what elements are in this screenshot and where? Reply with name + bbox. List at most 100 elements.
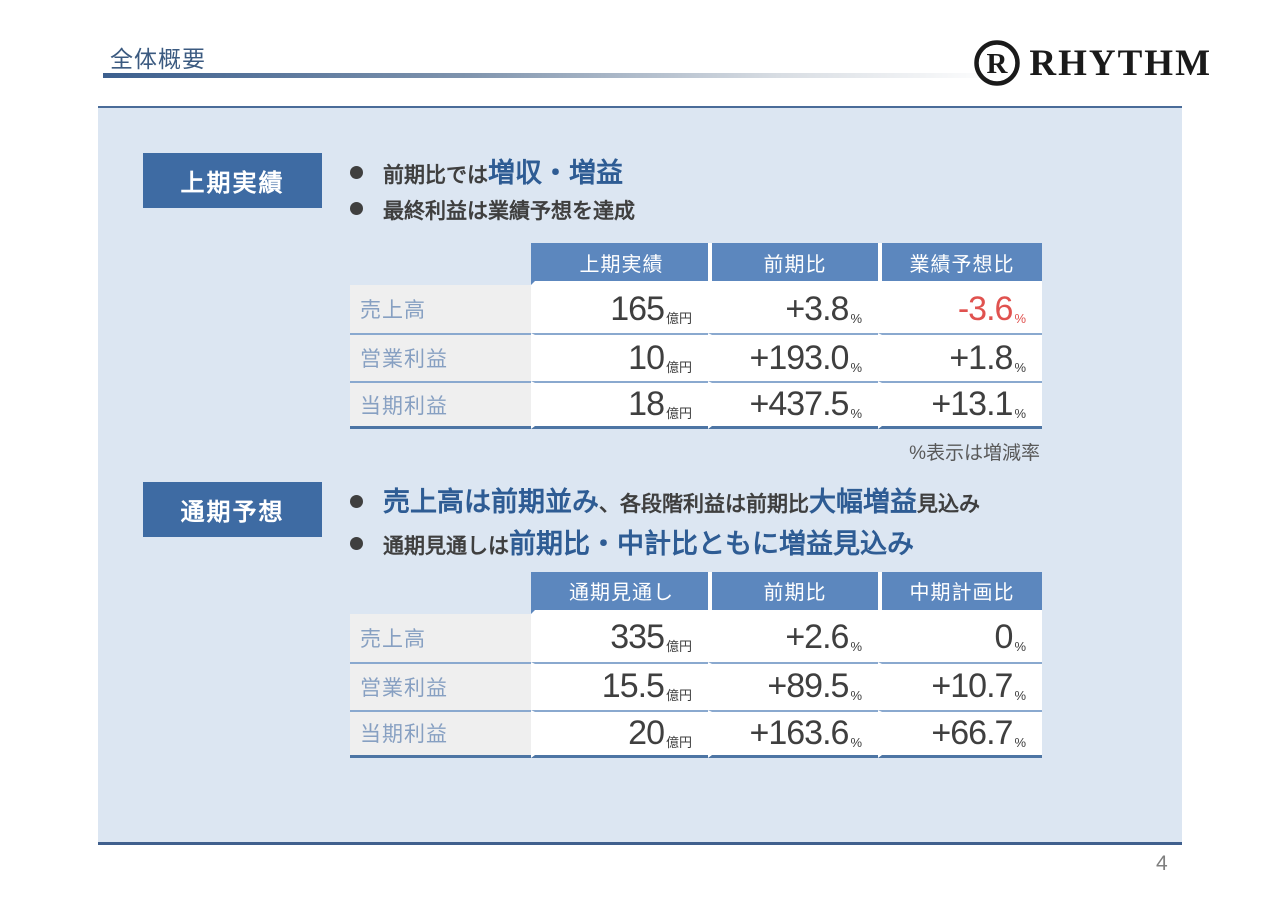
cell-unit: % (850, 639, 862, 654)
bullet-icon (350, 495, 363, 508)
bullet-item: 最終利益は業績予想を達成 (350, 199, 1042, 225)
bullet-text: 大幅増益 (809, 487, 917, 517)
cell-value: +66.7 (931, 713, 1013, 752)
cell-unit: 億円 (665, 406, 692, 421)
value-cell: +193.0% (708, 333, 878, 381)
cell-unit: 億円 (665, 639, 692, 654)
row-label-cell: 売上高 (350, 613, 531, 662)
bullet-item: 通期見通しは前期比・中計比ともに増益見込み (350, 528, 1042, 562)
table-header-row: 通期見通し 前期比 中期計画比 (350, 571, 1042, 614)
cell-unit: % (1014, 359, 1026, 375)
table-note: %表示は増減率 (909, 443, 1040, 464)
sections-container: 上期実績 前期比では増収・増益 最終利益は業績予想を達成 上期実績 前期比 業績予想比… (98, 151, 1182, 758)
value-cell: +163.6% (708, 709, 878, 758)
value-cell: 10 億円 (531, 333, 708, 381)
cell-value: +13.1 (931, 385, 1013, 423)
value-cell: 335 億円 (531, 613, 708, 662)
table-row: 売上高 165 億円 +3.8% -3.6% (350, 285, 1042, 333)
value-cell: +10.7% (878, 661, 1042, 710)
table-row: 当期利益 18 億円 +437.5% +13.1% (350, 381, 1042, 429)
cell-value: 18 (628, 385, 665, 423)
value-cell: -3.6% (878, 285, 1042, 333)
bullet-text: 前期比・中計比ともに増益見込み (509, 528, 914, 559)
row-label-cell: 当期利益 (350, 709, 531, 758)
cell-unit: 億円 (665, 734, 692, 750)
value-cell: 15.5 億円 (531, 661, 708, 710)
bullet-item: 前期比では増収・増益 (350, 157, 1042, 191)
bullet-text: 最終利益は業績予想を達成 (383, 199, 635, 223)
cell-value: 15.5 (601, 667, 665, 705)
rhythm-logo-icon: R (974, 40, 1021, 86)
cell-value: +10.7 (931, 667, 1013, 705)
cell-value: 335 (610, 618, 665, 656)
value-cell: 18 億円 (531, 381, 708, 429)
report-section: 通期予想 売上高は前期並み、各段階利益は前期比大幅増益見込み 通期見通しは前期比・… (98, 480, 1182, 758)
bullet-item: 売上高は前期並み、各段階利益は前期比大幅増益見込み (350, 486, 1042, 520)
value-cell: +66.7% (878, 709, 1042, 758)
table-corner-cell (350, 243, 531, 285)
page-number: 4 (1156, 852, 1168, 875)
value-cell: +13.1% (878, 381, 1042, 429)
cell-unit: % (1014, 639, 1026, 654)
bullet-icon (350, 536, 363, 550)
cell-value: 165 (610, 289, 665, 328)
cell-unit: % (850, 734, 862, 750)
table-header-cell: 前期比 (708, 243, 878, 285)
cell-unit: % (1014, 688, 1026, 703)
cell-value: 20 (628, 713, 665, 752)
section-badge: 通期予想 (143, 482, 322, 537)
table-row: 売上高 335 億円 +2.6% 0% (350, 613, 1042, 662)
table-row: 営業利益 15.5 億円 +89.5% +10.7% (350, 661, 1042, 710)
cell-unit: % (1014, 406, 1026, 421)
cell-unit: % (1014, 734, 1026, 750)
bullet-icon (350, 201, 363, 215)
value-cell: +89.5% (708, 661, 878, 710)
value-cell: 20 億円 (531, 709, 708, 758)
table-row: 当期利益 20 億円 +163.6% +66.7% (350, 709, 1042, 758)
bullet-list: 前期比では増収・増益最終利益は業績予想を達成 (350, 151, 1042, 225)
logo-text: RHYTHM (1029, 42, 1212, 84)
bullet-text: 通期見通しは (383, 534, 509, 558)
row-label-cell: 売上高 (350, 285, 531, 333)
cell-value: +437.5 (749, 385, 849, 423)
cell-unit: 億円 (665, 359, 692, 375)
bullet-text: 、各段階利益は前期比 (599, 493, 809, 516)
table-corner-cell (350, 572, 531, 614)
cell-value: 10 (628, 338, 665, 377)
cell-value: +89.5 (767, 667, 849, 705)
cell-unit: % (1014, 310, 1026, 326)
bullet-text: 前期比では (383, 164, 488, 187)
table-row: 営業利益 10 億円 +193.0% +1.8% (350, 333, 1042, 381)
bullet-text: 見込み (917, 493, 980, 516)
cell-value: 0 (994, 618, 1014, 656)
cell-value: -3.6 (957, 289, 1014, 328)
data-table: 通期見通し 前期比 中期計画比 売上高 335 億円 +2.6% 0% 営業利益 15.5 億円 +… (350, 571, 1042, 758)
table-header-cell: 通期見通し (531, 571, 708, 614)
title-underline (103, 73, 1003, 78)
bullet-list: 売上高は前期並み、各段階利益は前期比大幅増益見込み 通期見通しは前期比・中計比とも… (350, 480, 1042, 562)
cell-value: +3.8 (785, 289, 849, 328)
report-section: 上期実績 前期比では増収・増益 最終利益は業績予想を達成 上期実績 前期比 業績予想比… (98, 151, 1182, 465)
value-cell: 165 億円 (531, 285, 708, 333)
bullet-icon (350, 166, 363, 179)
section-content: 前期比では増収・増益 最終利益は業績予想を達成 上期実績 前期比 業績予想比 売上高 1… (350, 151, 1042, 465)
value-cell: +437.5% (708, 381, 878, 429)
cell-unit: % (850, 310, 862, 326)
data-table: 上期実績 前期比 業績予想比 売上高 165 億円 +3.8% -3.6% 営業利益 10 億円 +… (350, 243, 1042, 429)
section-badge: 上期実績 (143, 153, 322, 208)
cell-unit: % (850, 688, 862, 703)
section-content: 売上高は前期並み、各段階利益は前期比大幅増益見込み 通期見通しは前期比・中計比とも… (350, 480, 1042, 758)
table-header-cell: 前期比 (708, 571, 878, 614)
cell-value: +163.6 (749, 713, 849, 752)
cell-value: +1.8 (949, 338, 1013, 377)
cell-value: +2.6 (785, 618, 849, 656)
cell-unit: % (850, 406, 862, 421)
value-cell: +2.6% (708, 613, 878, 662)
company-logo: R RHYTHM (972, 38, 1212, 88)
row-label-cell: 当期利益 (350, 381, 531, 429)
bullet-text: 売上高は前期並み (383, 487, 599, 517)
page-title: 全体概要 (110, 46, 206, 72)
row-label-cell: 営業利益 (350, 333, 531, 381)
content-panel: 上期実績 前期比では増収・増益 最終利益は業績予想を達成 上期実績 前期比 業績予想比… (98, 106, 1182, 845)
